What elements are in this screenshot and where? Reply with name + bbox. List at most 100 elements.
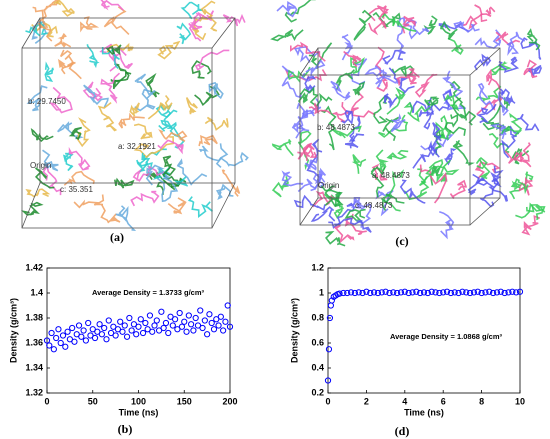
data-point bbox=[482, 289, 489, 296]
data-point bbox=[409, 289, 416, 296]
molecule bbox=[407, 75, 418, 85]
molecule bbox=[519, 142, 532, 168]
data-point bbox=[167, 313, 174, 320]
molecule bbox=[510, 178, 529, 195]
molecule bbox=[304, 156, 319, 171]
data-point bbox=[174, 326, 181, 333]
data-point bbox=[493, 289, 501, 296]
molecule bbox=[423, 15, 438, 35]
molecule bbox=[103, 6, 130, 35]
molecule bbox=[68, 126, 82, 141]
y-tick-label: 1 bbox=[319, 287, 324, 297]
data-point bbox=[55, 326, 62, 333]
cube-edge bbox=[317, 47, 501, 199]
x-tick-label: 8 bbox=[479, 396, 484, 406]
data-point bbox=[105, 317, 112, 324]
molecule bbox=[298, 92, 309, 104]
data-point bbox=[59, 332, 67, 339]
molecule bbox=[390, 113, 406, 133]
box-label: Origin bbox=[318, 181, 339, 190]
data-point bbox=[222, 318, 229, 325]
y-tick-label: 1.2 bbox=[311, 262, 324, 272]
data-point bbox=[110, 323, 117, 330]
y-tick-label: 0.2 bbox=[311, 387, 324, 397]
molecule bbox=[375, 75, 400, 88]
x-tick-label: 150 bbox=[177, 396, 192, 406]
molecule bbox=[31, 21, 47, 44]
data-point bbox=[78, 333, 85, 340]
molecule bbox=[402, 19, 430, 40]
data-point bbox=[217, 313, 224, 320]
data-point bbox=[466, 289, 474, 297]
molecule bbox=[59, 49, 82, 80]
data-point bbox=[394, 289, 401, 297]
molecule bbox=[500, 112, 523, 137]
data-point bbox=[226, 323, 234, 330]
data-point bbox=[324, 377, 332, 384]
box-label: Origin bbox=[30, 161, 51, 170]
data-point bbox=[114, 326, 122, 333]
molecule bbox=[351, 154, 367, 174]
data-point bbox=[509, 288, 516, 295]
molecule bbox=[501, 125, 520, 159]
data-point bbox=[347, 289, 355, 296]
data-point bbox=[149, 328, 156, 335]
data-point bbox=[220, 327, 227, 334]
panel-label: (a) bbox=[110, 230, 124, 244]
cube-edge bbox=[299, 74, 471, 226]
data-point bbox=[178, 323, 186, 330]
molecule bbox=[204, 116, 229, 131]
box-label: c: 48.4873 bbox=[355, 201, 393, 210]
molecule bbox=[293, 194, 326, 211]
molecule bbox=[299, 86, 333, 108]
molecule bbox=[44, 61, 54, 83]
molecule bbox=[32, 6, 53, 42]
molecule bbox=[343, 50, 362, 68]
data-point bbox=[190, 327, 197, 334]
molecule bbox=[452, 139, 475, 166]
cube-c bbox=[299, 47, 501, 226]
molecule bbox=[344, 133, 365, 149]
data-point bbox=[201, 317, 208, 324]
molecule bbox=[133, 123, 153, 140]
molecule bbox=[310, 206, 336, 222]
molecule bbox=[521, 215, 541, 236]
molecule bbox=[100, 72, 121, 104]
molecule bbox=[25, 21, 49, 37]
data-point bbox=[89, 326, 96, 333]
molecule bbox=[42, 149, 59, 172]
data-point bbox=[455, 289, 462, 297]
data-point bbox=[470, 289, 478, 296]
molecule bbox=[412, 140, 440, 169]
data-point bbox=[355, 289, 362, 296]
x-tick-label: 50 bbox=[88, 396, 98, 406]
molecule bbox=[453, 20, 480, 33]
data-point bbox=[192, 314, 199, 322]
molecule bbox=[438, 21, 470, 33]
annotation: Average Density = 1.0868 g/cm³ bbox=[390, 332, 503, 341]
molecule bbox=[370, 166, 386, 198]
y-tick-label: 1.34 bbox=[25, 362, 43, 372]
molecule bbox=[147, 94, 173, 120]
data-point bbox=[210, 326, 218, 333]
molecule bbox=[382, 169, 405, 212]
data-point bbox=[80, 327, 87, 334]
molecule bbox=[25, 188, 51, 198]
data-point bbox=[401, 288, 408, 295]
data-point bbox=[103, 336, 110, 343]
molecule bbox=[82, 81, 104, 102]
molecule bbox=[476, 96, 504, 115]
molecule bbox=[281, 170, 304, 187]
data-point bbox=[91, 334, 99, 342]
y-tick-label: 1.36 bbox=[25, 337, 43, 347]
molecule bbox=[176, 158, 208, 186]
data-point bbox=[165, 329, 172, 337]
data-point bbox=[326, 314, 334, 322]
molecule bbox=[271, 139, 294, 157]
molecule bbox=[34, 167, 55, 189]
data-point bbox=[123, 333, 131, 340]
molecule bbox=[133, 136, 175, 159]
molecule bbox=[383, 93, 399, 109]
molecule bbox=[312, 190, 335, 208]
y-tick-label: 1.4 bbox=[30, 287, 43, 297]
